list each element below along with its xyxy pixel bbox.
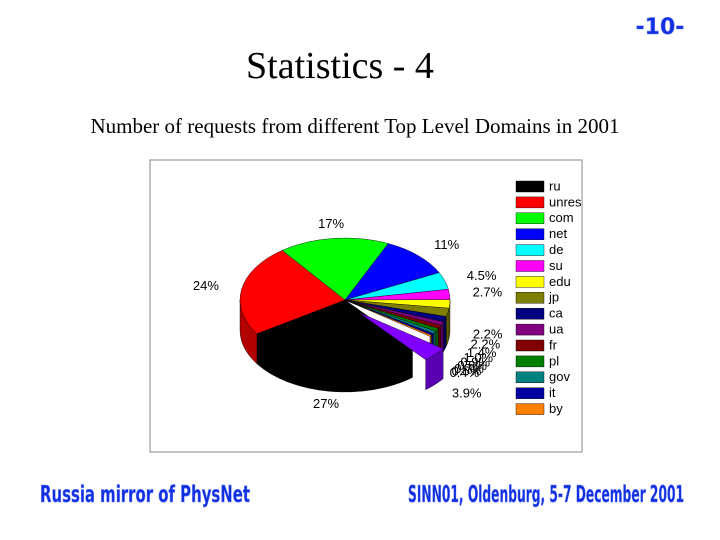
value-label: 17%	[318, 216, 344, 231]
legend-swatch	[515, 292, 545, 304]
legend-swatch	[515, 260, 545, 272]
legend-swatch	[515, 276, 545, 288]
slice	[344, 243, 440, 301]
legend-swatch	[515, 196, 545, 209]
footer-left: Russia mirror of PhysNet	[40, 482, 250, 508]
legend-label: by	[549, 401, 563, 416]
legend-swatch	[515, 212, 545, 225]
legend-swatch	[515, 339, 545, 352]
legend-swatch	[515, 371, 545, 383]
value-label: 4.5%	[467, 268, 497, 283]
legend-swatch	[515, 180, 545, 193]
legend-swatch	[515, 355, 545, 368]
legend-label: su	[549, 258, 563, 273]
chart-title: Number of requests from different Top Le…	[90, 114, 619, 138]
value-label: 2.7%	[473, 285, 503, 300]
legend-label: jp	[548, 290, 559, 305]
slice	[239, 250, 346, 334]
legend-swatch	[515, 387, 545, 399]
pie	[239, 237, 451, 393]
value-label: 1.0%	[463, 350, 493, 365]
slice-side	[443, 316, 447, 353]
value-label: 24%	[193, 278, 219, 293]
value-label: 0.4%	[450, 365, 480, 380]
legend-label: ca	[549, 306, 564, 321]
legend-label: de	[549, 242, 563, 257]
footer-right: SINN01, Oldenburg, 5-7 December 2001	[408, 482, 684, 508]
legend-label: net	[549, 226, 567, 241]
legend-swatch	[515, 308, 545, 320]
value-label: 0.8%	[457, 358, 487, 373]
value-label: 0.7%	[454, 361, 484, 376]
legend-label: ua	[549, 322, 564, 337]
slide-number: -10-	[636, 15, 685, 40]
value-label: 1.4%	[467, 345, 497, 360]
legend-label: fr	[549, 337, 558, 352]
value-label: 11%	[434, 237, 459, 252]
legend-label: gov	[549, 369, 570, 384]
legend-label: com	[549, 210, 574, 225]
legend-label: unres	[549, 194, 582, 209]
slice	[344, 299, 432, 337]
legend-swatch	[515, 403, 545, 415]
value-label: 2.2%	[473, 326, 503, 341]
slice	[281, 237, 389, 301]
value-label: 2.2%	[471, 337, 501, 352]
legend-swatch	[515, 228, 545, 240]
legend-label: pl	[549, 353, 559, 368]
value-label: 0.9%	[460, 354, 490, 369]
legend-label: it	[549, 385, 556, 400]
slide-title: Statistics - 4	[246, 45, 434, 87]
legend-label: ru	[549, 178, 561, 193]
slice	[358, 312, 444, 361]
legend-label: edu	[549, 274, 571, 289]
value-label: 0.5%	[452, 363, 482, 378]
legend-swatch	[515, 244, 545, 256]
value-label: 3.9%	[452, 385, 482, 400]
legend-swatch	[515, 323, 545, 336]
value-label: 27%	[313, 396, 339, 411]
slice	[256, 299, 413, 363]
